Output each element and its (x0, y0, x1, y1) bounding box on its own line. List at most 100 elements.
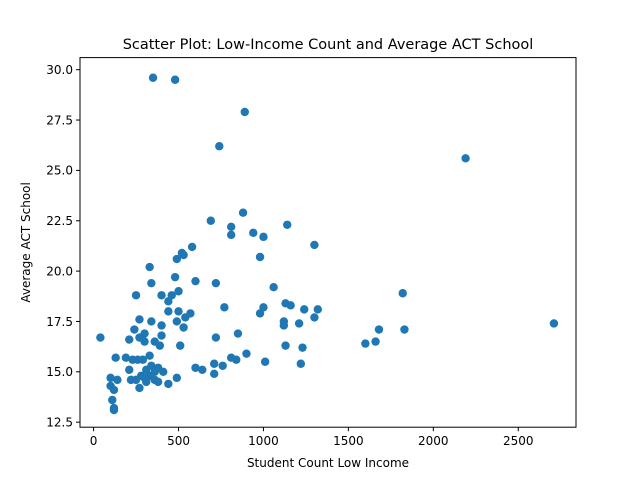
data-point (259, 232, 268, 242)
data-point (283, 220, 292, 229)
y-tick-label: 20.0 (46, 264, 73, 278)
data-point (174, 287, 183, 296)
data-point (279, 321, 289, 330)
data-point (310, 313, 319, 322)
y-axis-ticks: 12.5 15.0 17.5 20.0 22.5 25.0 27.5 30.0 (46, 63, 80, 429)
data-point (298, 343, 307, 352)
data-point (172, 317, 182, 326)
data-point (191, 363, 200, 372)
data-point (138, 355, 148, 364)
data-point (398, 289, 407, 298)
data-point (111, 353, 120, 362)
data-point (238, 208, 248, 217)
data-point (310, 240, 319, 250)
data-point (215, 142, 224, 151)
data-point (242, 349, 251, 358)
data-point (164, 297, 173, 306)
data-point (108, 395, 117, 405)
x-axis-ticks: 0 500 1000 1500 2000 2500 (90, 427, 534, 448)
y-tick-label: 22.5 (46, 214, 73, 228)
data-point (249, 228, 258, 238)
data-point (209, 359, 219, 368)
data-point (130, 325, 139, 334)
data-point (181, 313, 190, 322)
x-tick-label: 1000 (248, 434, 279, 448)
data-point (121, 353, 131, 362)
data-point (176, 341, 185, 350)
data-point (109, 385, 119, 395)
y-tick-label: 30.0 (46, 63, 73, 77)
data-point (218, 361, 227, 370)
data-point (294, 319, 304, 328)
data-point (170, 272, 180, 282)
data-point (296, 359, 306, 368)
data-point (131, 375, 141, 385)
data-point (191, 276, 200, 286)
data-point (142, 377, 151, 387)
x-tick-label: 2500 (503, 434, 534, 448)
data-point (147, 317, 156, 326)
x-tick-label: 500 (167, 434, 190, 448)
points-layer (96, 73, 559, 415)
data-point (549, 319, 559, 328)
x-tick-label: 1500 (333, 434, 364, 448)
data-point (148, 73, 158, 82)
data-point (106, 373, 115, 383)
data-point (140, 337, 149, 346)
data-point (206, 216, 215, 225)
data-point (125, 335, 134, 344)
data-point (226, 230, 236, 240)
y-tick-label: 17.5 (46, 315, 73, 329)
data-point (233, 329, 243, 338)
data-point (179, 323, 188, 332)
data-point (361, 339, 370, 348)
data-point (145, 351, 154, 360)
data-point (286, 301, 295, 310)
data-point (281, 341, 290, 350)
x-tick-label: 2000 (418, 434, 449, 448)
data-point (198, 365, 207, 374)
data-point (172, 254, 182, 264)
data-point (187, 242, 197, 252)
data-point (209, 369, 219, 379)
data-point (109, 405, 119, 415)
data-point (174, 307, 183, 316)
data-point (260, 357, 270, 366)
data-point (96, 333, 105, 342)
data-point (145, 262, 154, 272)
data-point (157, 331, 166, 340)
data-point (135, 315, 144, 324)
data-point (113, 375, 122, 385)
data-point (211, 333, 221, 342)
chart-title: Scatter Plot: Low-Income Count and Avera… (123, 37, 534, 53)
data-point (269, 283, 278, 292)
y-tick-label: 27.5 (46, 113, 73, 127)
y-tick-label: 12.5 (46, 415, 73, 429)
data-point (147, 278, 156, 288)
data-point (313, 305, 323, 314)
data-point (155, 341, 165, 350)
y-axis-label: Average ACT School (19, 182, 33, 302)
data-point (179, 250, 188, 260)
data-point (226, 222, 236, 231)
data-point (153, 377, 163, 387)
data-point (172, 373, 182, 383)
data-point (400, 325, 409, 334)
data-point (164, 379, 173, 389)
y-tick-label: 15.0 (46, 365, 73, 379)
plot-frame (79, 57, 577, 428)
data-point (240, 107, 249, 117)
data-point (135, 383, 144, 393)
data-point (374, 325, 384, 334)
y-tick-label: 25.0 (46, 164, 73, 178)
data-point (157, 291, 166, 300)
data-point (159, 367, 168, 377)
x-tick-label: 0 (90, 434, 98, 448)
x-axis-label: Student Count Low Income (247, 456, 409, 470)
data-point (131, 291, 141, 300)
data-point (164, 307, 173, 316)
data-point (170, 75, 180, 84)
data-point (300, 305, 309, 314)
